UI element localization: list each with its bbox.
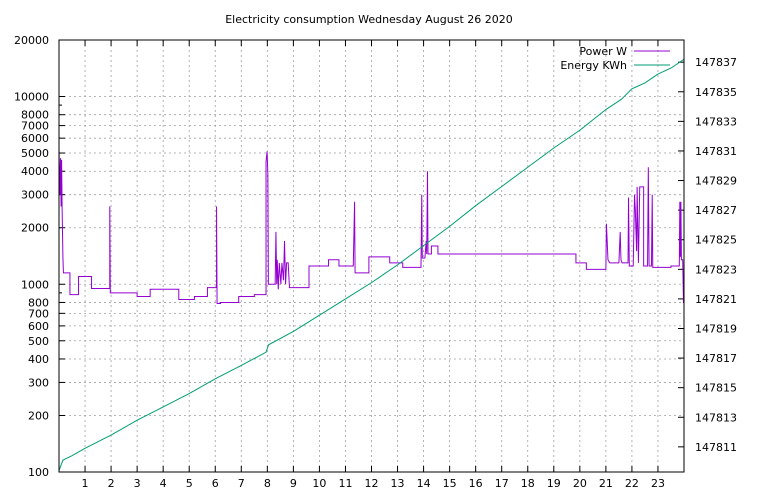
x-tick-label: 14 bbox=[417, 477, 431, 490]
x-tick-label: 18 bbox=[521, 477, 535, 490]
y-tick-label: 8000 bbox=[21, 109, 49, 122]
y2-tick-label: 147833 bbox=[695, 115, 737, 128]
y-tick-label: 10000 bbox=[14, 91, 49, 104]
y2-tick-label: 147819 bbox=[695, 322, 737, 335]
y-tick-label: 500 bbox=[28, 335, 49, 348]
y2-tick-label: 147829 bbox=[695, 175, 737, 188]
y-tick-label: 2000 bbox=[21, 222, 49, 235]
y2-tick-label: 147821 bbox=[695, 293, 737, 306]
y-tick-label: 5000 bbox=[21, 147, 49, 160]
x-tick-label: 17 bbox=[495, 477, 509, 490]
series-layer bbox=[59, 58, 684, 471]
chart-title: Electricity consumption Wednesday August… bbox=[225, 13, 513, 26]
y-tick-label: 4000 bbox=[21, 165, 49, 178]
x-tick-label: 5 bbox=[186, 477, 193, 490]
y-tick-label: 3000 bbox=[21, 189, 49, 202]
x-tick-label: 10 bbox=[312, 477, 326, 490]
x-tick-label: 1 bbox=[82, 477, 89, 490]
y2-tick-label: 147831 bbox=[695, 145, 737, 158]
x-tick-label: 11 bbox=[338, 477, 352, 490]
y-tick-label: 800 bbox=[28, 296, 49, 309]
y-tick-label: 1000 bbox=[21, 278, 49, 291]
grid bbox=[59, 39, 684, 473]
x-tick-label: 2 bbox=[108, 477, 115, 490]
y-tick-label: 700 bbox=[28, 307, 49, 320]
y2-tick-label: 147823 bbox=[695, 263, 737, 276]
y2-tick-label: 147817 bbox=[695, 352, 737, 365]
y2-tick-label: 147815 bbox=[695, 382, 737, 395]
y-tick-label: 300 bbox=[28, 376, 49, 389]
y2-tick-label: 147835 bbox=[695, 86, 737, 99]
x-tick-label: 4 bbox=[160, 477, 167, 490]
x-tick-label: 21 bbox=[599, 477, 613, 490]
y-tick-label: 20000 bbox=[14, 34, 49, 47]
legend-label: Power W bbox=[579, 45, 627, 58]
y-tick-label: 400 bbox=[28, 353, 49, 366]
x-tick-label: 12 bbox=[365, 477, 379, 490]
y2-tick-label: 147813 bbox=[695, 411, 737, 424]
x-tick-label: 15 bbox=[443, 477, 457, 490]
y2-tick-label: 147827 bbox=[695, 204, 737, 217]
x-tick-label: 20 bbox=[573, 477, 587, 490]
x-tick-label: 23 bbox=[651, 477, 665, 490]
y-tick-label: 6000 bbox=[21, 132, 49, 145]
x-tick-label: 19 bbox=[547, 477, 561, 490]
axis-ticks: 1 2 3 4 5 6 7 8 9 10 11 12 13 14 15 16 17 18 19 20 21 22 23100… bbox=[14, 34, 737, 490]
y-tick-label: 7000 bbox=[21, 120, 49, 133]
y2-tick-label: 147837 bbox=[695, 56, 737, 69]
x-tick-label: 6 bbox=[212, 477, 219, 490]
y2-tick-label: 147811 bbox=[695, 441, 737, 454]
series-line-energy bbox=[59, 58, 684, 471]
y-tick-label: 100 bbox=[28, 466, 49, 479]
legend-label: Energy KWh bbox=[560, 59, 627, 72]
x-tick-label: 13 bbox=[391, 477, 405, 490]
x-tick-label: 7 bbox=[238, 477, 245, 490]
series-line-power bbox=[59, 149, 684, 304]
x-tick-label: 22 bbox=[625, 477, 639, 490]
x-tick-label: 3 bbox=[134, 477, 141, 490]
y-tick-label: 600 bbox=[28, 320, 49, 333]
x-tick-label: 8 bbox=[264, 477, 271, 490]
plot-frame bbox=[58, 39, 685, 473]
y2-tick-label: 147825 bbox=[695, 234, 737, 247]
y-tick-label: 200 bbox=[28, 409, 49, 422]
x-tick-label: 16 bbox=[469, 477, 483, 490]
x-tick-label: 9 bbox=[290, 477, 297, 490]
